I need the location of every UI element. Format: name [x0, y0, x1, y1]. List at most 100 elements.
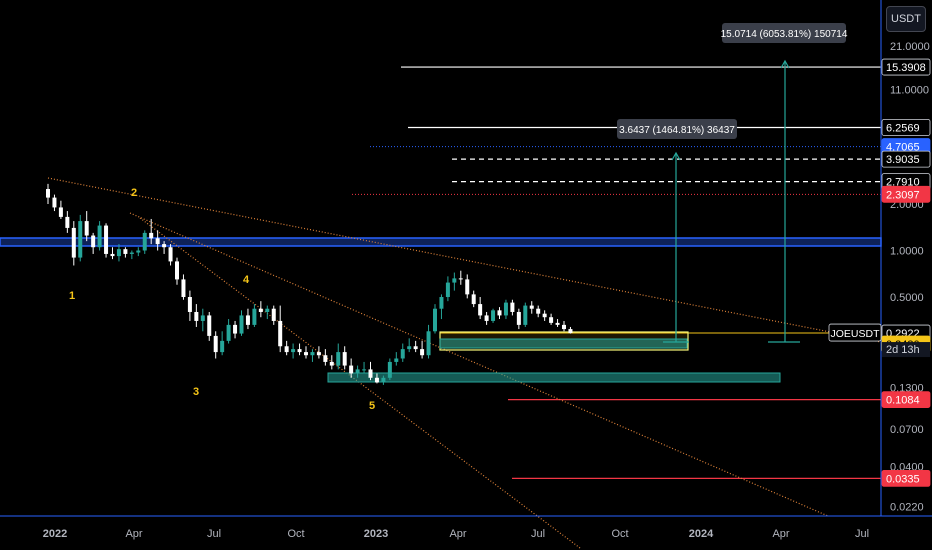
candle [523, 302, 528, 327]
candle-body [58, 207, 63, 217]
time-tick-label: 2022 [43, 528, 67, 540]
candle [433, 304, 437, 334]
candle [355, 365, 360, 378]
candle-body [310, 352, 315, 356]
candle-body [523, 305, 528, 325]
candle-body [484, 315, 489, 321]
candle [194, 304, 199, 327]
candle-body [142, 232, 147, 251]
candle-body [65, 216, 70, 228]
candle [278, 305, 283, 353]
price-tag-text: 6.2569 [886, 122, 920, 134]
candle-body [316, 352, 321, 356]
candle [91, 232, 96, 254]
candle [271, 305, 276, 325]
candle-body [78, 221, 83, 258]
candle-body [413, 346, 418, 350]
candle-body [445, 282, 450, 298]
candle [116, 244, 121, 262]
candle [233, 320, 238, 339]
candle-body [168, 247, 173, 262]
candle [510, 299, 515, 316]
candle-body [265, 308, 270, 312]
candle-body [245, 315, 250, 325]
time-tick-label: Apr [772, 528, 789, 540]
candle [536, 305, 541, 318]
time-tick-label: Jul [207, 528, 221, 540]
price-unit-badge[interactable]: USDT [886, 6, 926, 32]
candle-body [355, 369, 360, 374]
candle [155, 230, 160, 251]
time-tick-label: Oct [287, 528, 304, 540]
candle [71, 221, 76, 266]
price-tag-box [881, 185, 931, 203]
candle [497, 307, 502, 320]
candle-body [155, 238, 160, 245]
candle [310, 349, 315, 362]
price-tick-label: 0.0700 [890, 424, 924, 436]
candle [291, 343, 296, 359]
candle-body [200, 315, 205, 321]
price-tag-text: 2.7910 [886, 177, 920, 189]
candle [413, 340, 418, 353]
candle [542, 310, 547, 321]
candle-body [426, 331, 431, 356]
candle-body [433, 308, 437, 332]
candle-body [194, 311, 199, 321]
demand-zone-upper [439, 338, 688, 349]
candle [129, 250, 134, 260]
candle [168, 244, 173, 266]
price-tag-text: 4.7065 [886, 142, 920, 154]
candle [65, 211, 70, 233]
candle [181, 274, 186, 300]
candle-body [116, 249, 121, 257]
candle-body [162, 244, 167, 248]
candle-body [175, 261, 179, 280]
time-tick-label: 2024 [689, 528, 714, 540]
candle-body [297, 349, 302, 353]
wave-label-2: 2 [131, 187, 137, 199]
candle [400, 343, 405, 362]
candle [381, 375, 386, 385]
candle-body [349, 365, 354, 374]
time-tick-label: Apr [125, 528, 142, 540]
candle-body [536, 308, 541, 314]
price-tick-label: 1.0000 [890, 246, 924, 258]
candle-body [394, 358, 399, 362]
candle [252, 304, 257, 327]
candle [84, 211, 89, 242]
candle-body [555, 322, 560, 325]
measure-label-box [722, 23, 846, 43]
candle [46, 183, 50, 204]
candle [316, 346, 321, 359]
candle-body [71, 227, 76, 258]
candle [387, 358, 392, 381]
candle-body [471, 294, 476, 305]
candle-body [362, 369, 367, 371]
wave-label-4: 4 [243, 274, 250, 286]
symbol-tag-box [828, 323, 882, 342]
symbol-tag-text: JOEUSDT [830, 328, 880, 340]
price-tick-label: 21.0000 [890, 41, 930, 53]
candle-body [529, 305, 534, 309]
candle [265, 305, 270, 320]
candle-body [91, 235, 96, 248]
trendline-a [47, 177, 882, 343]
candle-body [542, 313, 547, 318]
candle-body [110, 253, 115, 257]
candle-body [84, 221, 89, 236]
candle-body [278, 320, 283, 347]
candle-body [129, 252, 134, 254]
candle [323, 349, 328, 366]
candle-body [123, 249, 128, 254]
candle-body [181, 279, 186, 298]
resistance-band [0, 237, 882, 247]
candle [162, 241, 167, 254]
candle-body [497, 310, 502, 316]
candle [529, 301, 534, 314]
candle [284, 340, 289, 356]
price-tag-box [881, 58, 931, 76]
candle [175, 257, 179, 285]
price-tag-box [881, 391, 931, 408]
